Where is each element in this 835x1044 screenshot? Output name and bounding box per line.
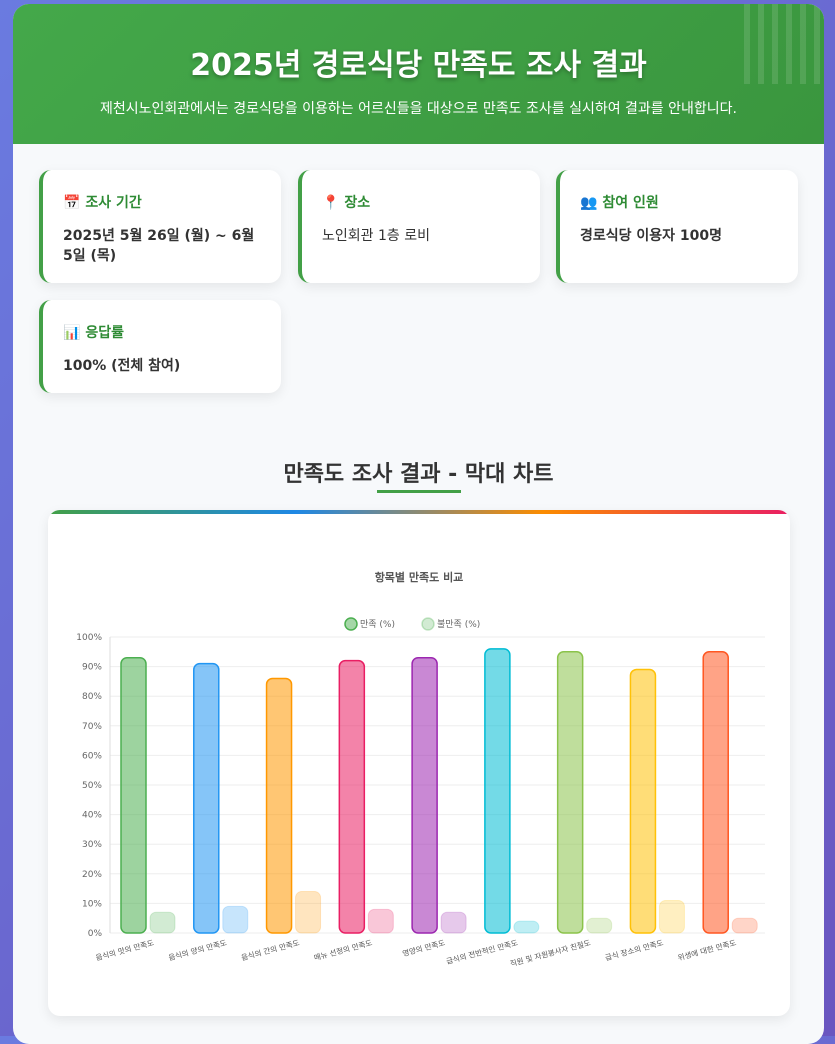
y-tick-label: 100% xyxy=(76,633,102,643)
x-tick-label: 음식의 간의 만족도 xyxy=(240,937,301,962)
card-title: 참여 인원 xyxy=(602,195,659,211)
y-tick-label: 20% xyxy=(82,870,102,880)
bar-dissatisfied xyxy=(222,905,249,934)
bar-satisfied xyxy=(556,651,584,934)
section-underline xyxy=(377,490,461,493)
card-value: 노인회관 1층 로비 xyxy=(322,228,430,244)
bar-dissatisfied xyxy=(586,917,613,934)
info-card-participants: 👥 참여 인원 경로식당 이용자 100명 xyxy=(556,170,798,283)
info-card-period: 📅 조사 기간 2025년 5월 26일 (월) ~ 6월 5일 (목) xyxy=(39,170,281,283)
bar-satisfied xyxy=(338,659,366,934)
x-tick-label: 메뉴 선정의 만족도 xyxy=(313,937,374,962)
bar-satisfied xyxy=(411,656,438,934)
header: 2025년 경로식당 만족도 조사 결과 제천시노인회관에서는 경로식당을 이용… xyxy=(13,4,824,144)
card-title: 조사 기간 xyxy=(85,195,142,211)
people-icon: 👥 xyxy=(580,195,598,211)
page-subtitle: 제천시노인회관에서는 경로식당을 이용하는 어르신들을 대상으로 만족도 조사를… xyxy=(100,101,737,117)
y-tick-label: 80% xyxy=(82,692,102,702)
pin-icon: 📍 xyxy=(322,195,340,211)
bar-dissatisfied xyxy=(367,908,394,934)
card-value: 2025년 5월 26일 (월) ~ 6월 5일 (목) xyxy=(63,228,255,264)
page: 2025년 경로식당 만족도 조사 결과 제천시노인회관에서는 경로식당을 이용… xyxy=(13,4,824,1044)
card-title: 응답률 xyxy=(85,325,124,341)
calendar-icon: 📅 xyxy=(63,195,81,211)
bar-dissatisfied xyxy=(513,920,540,934)
bar-chart-icon: 📊 xyxy=(63,325,81,341)
bar-satisfied xyxy=(629,668,657,934)
y-tick-label: 60% xyxy=(82,751,102,761)
legend-label: 만족 (%) xyxy=(360,619,395,630)
x-tick-label: 음식의 맛의 만족도 xyxy=(94,937,155,962)
legend-marker xyxy=(344,617,358,631)
y-tick-label: 30% xyxy=(82,840,102,850)
y-tick-label: 10% xyxy=(82,899,102,909)
bar-satisfied xyxy=(193,662,220,934)
legend-label: 불만족 (%) xyxy=(437,619,480,630)
y-tick-label: 0% xyxy=(88,929,103,939)
x-tick-label: 급식의 전반적인 만족도 xyxy=(445,937,519,966)
x-tick-label: 직원 및 자원봉사자 친절도 xyxy=(509,937,592,968)
section-title: 만족도 조사 결과 - 막대 차트 xyxy=(283,462,554,487)
x-tick-label: 위생에 대한 만족도 xyxy=(677,937,738,962)
bar-dissatisfied xyxy=(440,911,467,934)
x-tick-label: 영양의 만족도 xyxy=(401,937,446,958)
info-card-response-rate: 📊 응답률 100% (전체 참여) xyxy=(39,300,281,393)
bar-satisfied xyxy=(702,651,729,934)
decorative-stripes xyxy=(744,4,824,84)
page-title: 2025년 경로식당 만족도 조사 결과 xyxy=(190,48,647,83)
y-tick-label: 40% xyxy=(82,811,102,821)
gradient-bar xyxy=(48,510,790,514)
legend-marker xyxy=(421,617,435,631)
card-value: 100% (전체 참여) xyxy=(63,358,181,374)
bar-satisfied xyxy=(484,648,511,934)
y-tick-label: 70% xyxy=(82,722,102,732)
bar-dissatisfied xyxy=(295,891,322,934)
x-tick-label: 음식의 양의 만족도 xyxy=(167,937,228,962)
chart-title: 항목별 만족도 비교 xyxy=(375,570,464,584)
card-value: 경로식당 이용자 100명 xyxy=(580,228,723,244)
bar-dissatisfied xyxy=(658,899,685,934)
bar-satisfied xyxy=(265,677,293,934)
bar-dissatisfied xyxy=(149,911,176,934)
bar-satisfied xyxy=(120,656,147,934)
card-title: 장소 xyxy=(344,195,371,211)
x-tick-label: 급식 장소의 만족도 xyxy=(604,937,665,962)
y-tick-label: 50% xyxy=(82,781,102,791)
y-tick-label: 90% xyxy=(82,663,102,673)
info-card-location: 📍 장소 노인회관 1층 로비 xyxy=(298,170,540,283)
bar-dissatisfied xyxy=(731,917,758,934)
